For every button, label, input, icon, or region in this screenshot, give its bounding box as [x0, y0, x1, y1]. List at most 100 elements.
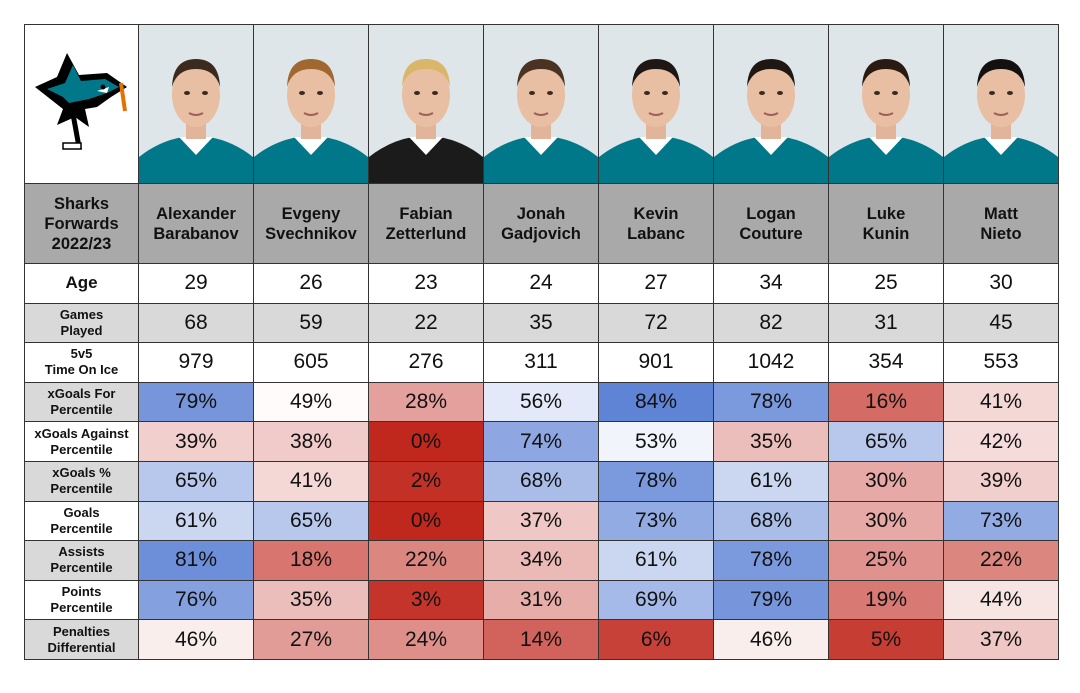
percentile-cell: 37%	[943, 619, 1059, 660]
row-label: xGoals % Percentile	[24, 460, 139, 502]
percentile-cell: 6%	[598, 619, 714, 660]
player-last-name: Labanc	[627, 224, 685, 243]
player-headshot	[139, 25, 253, 183]
sharks-logo-icon	[34, 52, 127, 150]
row-label: Goals Percentile	[24, 500, 139, 542]
percentile-cell: 18%	[253, 540, 369, 581]
percentile-cell: 61%	[138, 500, 254, 542]
percentile-cell: 16%	[828, 381, 944, 423]
percentile-cell: 81%	[138, 540, 254, 581]
percentile-cell: 69%	[598, 579, 714, 621]
team-logo-cell	[24, 24, 139, 184]
percentile-cell: 0%	[368, 421, 484, 462]
stat-row: Penalties Differential 46% 27% 24% 14% 6% 46% 5%…	[24, 619, 1059, 660]
row-label-line: Percentile	[50, 560, 113, 576]
player-photo-cell	[483, 24, 599, 184]
row-label-line: Percentile	[50, 402, 113, 418]
stat-cell: 25	[828, 263, 944, 304]
player-first-name: Logan	[746, 204, 796, 223]
percentile-cell: 30%	[828, 500, 944, 542]
percentile-cell: 31%	[483, 579, 599, 621]
row-label: Assists Percentile	[24, 540, 139, 581]
player-first-name: Jonah	[516, 204, 566, 223]
stat-row: xGoals % Percentile 65% 41% 2% 68% 78% 61% 30% 39…	[24, 460, 1059, 502]
percentile-cell: 39%	[943, 460, 1059, 502]
player-name-header: Jonah Gadjovich	[483, 183, 599, 264]
stat-cell: 35	[483, 302, 599, 344]
percentile-cell: 49%	[253, 381, 369, 423]
percentile-cell: 41%	[253, 460, 369, 502]
player-name-header: Fabian Zetterlund	[368, 183, 484, 264]
player-headshot	[829, 25, 943, 183]
percentile-cell: 14%	[483, 619, 599, 660]
player-name-header: Alexander Barabanov	[138, 183, 254, 264]
percentile-cell: 22%	[368, 540, 484, 581]
player-last-name: Gadjovich	[501, 224, 581, 243]
percentile-cell: 3%	[368, 579, 484, 621]
stat-cell: 22	[368, 302, 484, 344]
player-photo-cell	[943, 24, 1059, 184]
title-line: Sharks	[53, 194, 110, 213]
title-line: Forwards	[44, 214, 119, 233]
percentile-cell: 41%	[943, 381, 1059, 423]
row-label-line: Penalties	[52, 623, 111, 639]
stat-cell: 26	[253, 263, 369, 304]
row-label-line: Percentile	[50, 600, 113, 616]
player-first-name: Luke	[866, 204, 906, 223]
percentile-cell: 74%	[483, 421, 599, 462]
stat-cell: 59	[253, 302, 369, 344]
stat-row: xGoals For Percentile 79% 49% 28% 56% 84% 78% 16…	[24, 381, 1059, 423]
percentile-cell: 78%	[598, 460, 714, 502]
percentile-cell: 56%	[483, 381, 599, 423]
percentile-cell: 22%	[943, 540, 1059, 581]
row-label: Penalties Differential	[24, 619, 139, 660]
player-last-name: Nieto	[980, 224, 1022, 243]
percentile-cell: 35%	[253, 579, 369, 621]
percentile-cell: 65%	[828, 421, 944, 462]
percentile-cell: 46%	[713, 619, 829, 660]
table-title: Sharks Forwards 2022/23	[24, 183, 139, 264]
percentile-cell: 35%	[713, 421, 829, 462]
percentile-cell: 79%	[713, 579, 829, 621]
stat-cell: 27	[598, 263, 714, 304]
stat-cell: 45	[943, 302, 1059, 344]
player-headshot	[599, 25, 713, 183]
header-row: Sharks Forwards 2022/23 Alexander Barabanov E…	[24, 183, 1059, 264]
stat-row: 5v5 Time On Ice 979 605 276 311 901 1042 354 553	[24, 342, 1059, 383]
player-name-header: Matt Nieto	[943, 183, 1059, 264]
percentile-cell: 79%	[138, 381, 254, 423]
stat-cell: 68	[138, 302, 254, 344]
percentile-cell: 68%	[713, 500, 829, 542]
percentile-cell: 76%	[138, 579, 254, 621]
player-first-name: Fabian	[399, 204, 453, 223]
stat-row: Games Played 68 59 22 35 72 82 31 45	[24, 302, 1059, 344]
percentile-cell: 84%	[598, 381, 714, 423]
percentile-cell: 73%	[943, 500, 1059, 542]
stat-cell: 34	[713, 263, 829, 304]
stat-cell: 29	[138, 263, 254, 304]
row-label-line: Percentile	[50, 481, 113, 497]
player-first-name: Kevin	[633, 204, 679, 223]
player-first-name: Alexander	[156, 204, 236, 223]
stat-cell: 311	[483, 342, 599, 383]
player-last-name: Barabanov	[153, 224, 239, 243]
row-label-line: Percentile	[50, 441, 113, 457]
percentile-cell: 53%	[598, 421, 714, 462]
percentile-cell: 25%	[828, 540, 944, 581]
stat-row: xGoals Against Percentile 39% 38% 0% 74% 53% 35…	[24, 421, 1059, 462]
player-photo-cell	[138, 24, 254, 184]
stat-cell: 23	[368, 263, 484, 304]
row-label-line: Points	[61, 584, 102, 600]
player-last-name: Zetterlund	[385, 224, 467, 243]
player-name-header: Kevin Labanc	[598, 183, 714, 264]
percentile-cell: 39%	[138, 421, 254, 462]
percentile-cell: 78%	[713, 381, 829, 423]
player-headshot	[254, 25, 368, 183]
percentile-cell: 30%	[828, 460, 944, 502]
stat-cell: 24	[483, 263, 599, 304]
row-label-line: Games	[59, 306, 104, 322]
percentile-cell: 28%	[368, 381, 484, 423]
row-label: xGoals For Percentile	[24, 381, 139, 423]
row-label-line: Goals	[63, 504, 100, 520]
percentile-cell: 61%	[598, 540, 714, 581]
